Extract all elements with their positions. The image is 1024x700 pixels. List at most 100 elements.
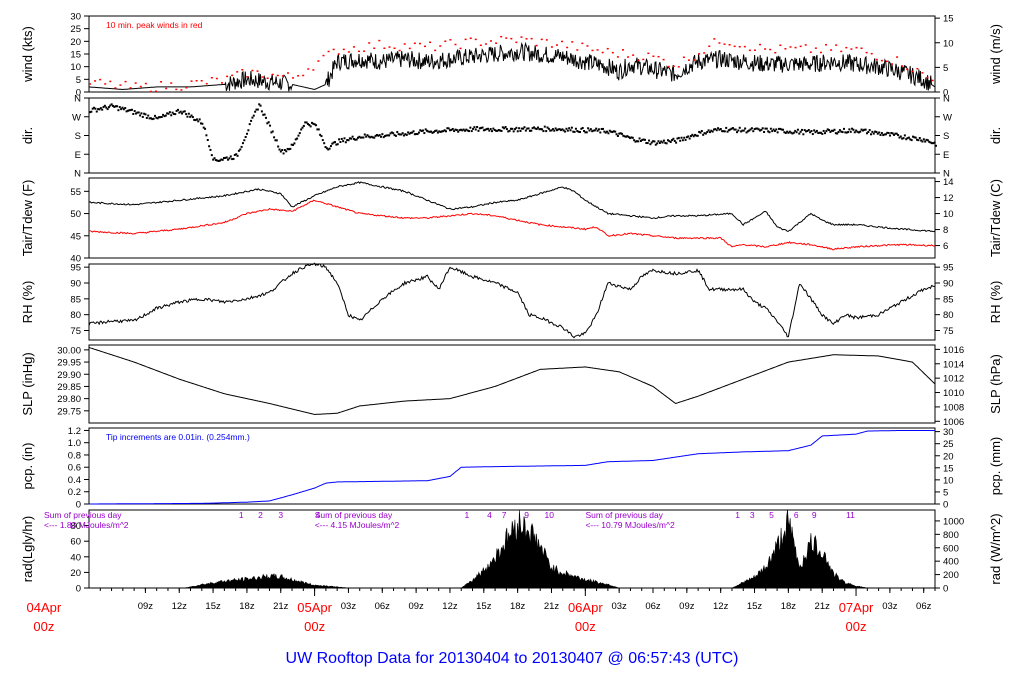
dir-dot [700, 130, 703, 133]
dir-dot [799, 130, 802, 133]
dir-dot [90, 110, 93, 113]
dir-dot [729, 128, 732, 131]
dir-dot [583, 129, 586, 132]
dir-dot [549, 129, 552, 132]
dir-dot [396, 130, 399, 133]
dir-dot [135, 112, 138, 115]
dir-dot [537, 126, 540, 129]
dir-dot [442, 130, 445, 133]
dir-dot [748, 129, 751, 132]
dir-dot [504, 126, 507, 129]
dir-dot [818, 131, 821, 134]
dir-dot [806, 130, 809, 133]
right-tick-label-pcp: 10 [943, 475, 954, 486]
ylabel-right-slp: SLP (hPa) [988, 354, 1003, 414]
tip-mark: 3 [750, 510, 755, 520]
dir-dot [141, 115, 144, 118]
time-tick-label: 09z [408, 601, 424, 612]
dir-dot [339, 140, 342, 143]
dir-dot [243, 139, 246, 142]
dir-dot [384, 135, 387, 138]
peak-wind-mark [170, 82, 173, 84]
peak-wind-mark [490, 40, 493, 42]
peak-wind-mark [129, 87, 132, 89]
peak-wind-mark [774, 51, 777, 54]
peak-wind-mark [850, 48, 853, 50]
dir-dot [320, 135, 323, 138]
dir-dot [136, 111, 139, 114]
dir-dot [354, 138, 357, 141]
dir-dot [763, 131, 766, 134]
right-tick-label-dir: N [943, 94, 950, 105]
dir-dot [771, 130, 774, 133]
peak-wind-mark [215, 77, 218, 80]
dir-dot [397, 133, 400, 136]
peak-wind-mark [540, 38, 543, 41]
peak-wind-mark [160, 81, 163, 83]
time-tick-label: 15z [747, 601, 763, 612]
dir-dot [615, 133, 618, 136]
dir-dot [264, 116, 267, 119]
peak-wind-mark [896, 56, 899, 58]
dir-dot [167, 112, 170, 115]
peak-wind-mark [901, 65, 904, 67]
peak-wind-mark [601, 51, 604, 54]
time-tick-label: 03z [882, 601, 898, 612]
time-tick-label: 03z [341, 601, 357, 612]
dir-dot [120, 108, 123, 111]
tip-mark: 9 [524, 510, 529, 520]
right-tick-label-temp: 8 [943, 225, 948, 236]
peak-wind-mark [256, 70, 259, 72]
dir-dot [622, 134, 625, 137]
left-tick-label-dir: N [74, 94, 81, 105]
dir-dot [224, 156, 227, 159]
right-tick-label-rad: 800 [943, 530, 959, 541]
dir-dot [907, 136, 910, 139]
left-tick-label-wind: 15 [70, 50, 81, 61]
right-tick-label-rh: 85 [943, 294, 954, 305]
dir-dot [285, 150, 288, 153]
dir-dot [874, 130, 877, 133]
dir-dot [411, 131, 414, 134]
dir-dot [757, 128, 760, 131]
dir-dot [821, 132, 824, 135]
dir-dot [849, 130, 852, 133]
dir-dot [834, 132, 837, 135]
dir-dot [237, 149, 240, 152]
left-tick-label-temp: 50 [70, 209, 81, 220]
peak-wind-mark [373, 47, 376, 49]
dir-dot [403, 134, 406, 137]
dir-dot [754, 127, 757, 130]
dir-dot [106, 108, 109, 111]
daily-sum-label: Sum of previous day [44, 510, 122, 520]
right-tick-label-temp: 12 [943, 193, 954, 204]
peak-wind-mark [464, 38, 467, 41]
dir-dot [894, 132, 897, 135]
dir-dot [570, 126, 573, 129]
peak-wind-mark [880, 59, 883, 62]
dir-dot [860, 128, 863, 131]
dir-dot [381, 133, 384, 136]
dir-dot [685, 136, 688, 139]
peak-wind-mark [769, 48, 772, 51]
dir-dot [573, 130, 576, 133]
dir-dot [535, 127, 538, 130]
dir-dot [470, 130, 473, 133]
left-tick-label-slp: 29.95 [57, 358, 81, 369]
ylabel-right-pcp: pcp. (mm) [988, 437, 1003, 496]
dir-dot [440, 130, 443, 133]
dir-dot [232, 157, 235, 160]
dir-dot [884, 133, 887, 136]
peak-wind-mark [251, 69, 254, 72]
peak-wind-mark [469, 37, 472, 40]
peak-wind-mark [479, 44, 482, 47]
dir-dot [553, 129, 556, 132]
peak-wind-mark [449, 39, 452, 41]
dir-dot [503, 127, 506, 130]
peak-wind-mark [378, 39, 381, 42]
left-tick-label-wind: 20 [70, 37, 81, 48]
peak-wind-mark [94, 80, 97, 82]
dir-dot [305, 121, 308, 124]
dir-dot [168, 111, 171, 114]
dir-dot [408, 132, 411, 135]
